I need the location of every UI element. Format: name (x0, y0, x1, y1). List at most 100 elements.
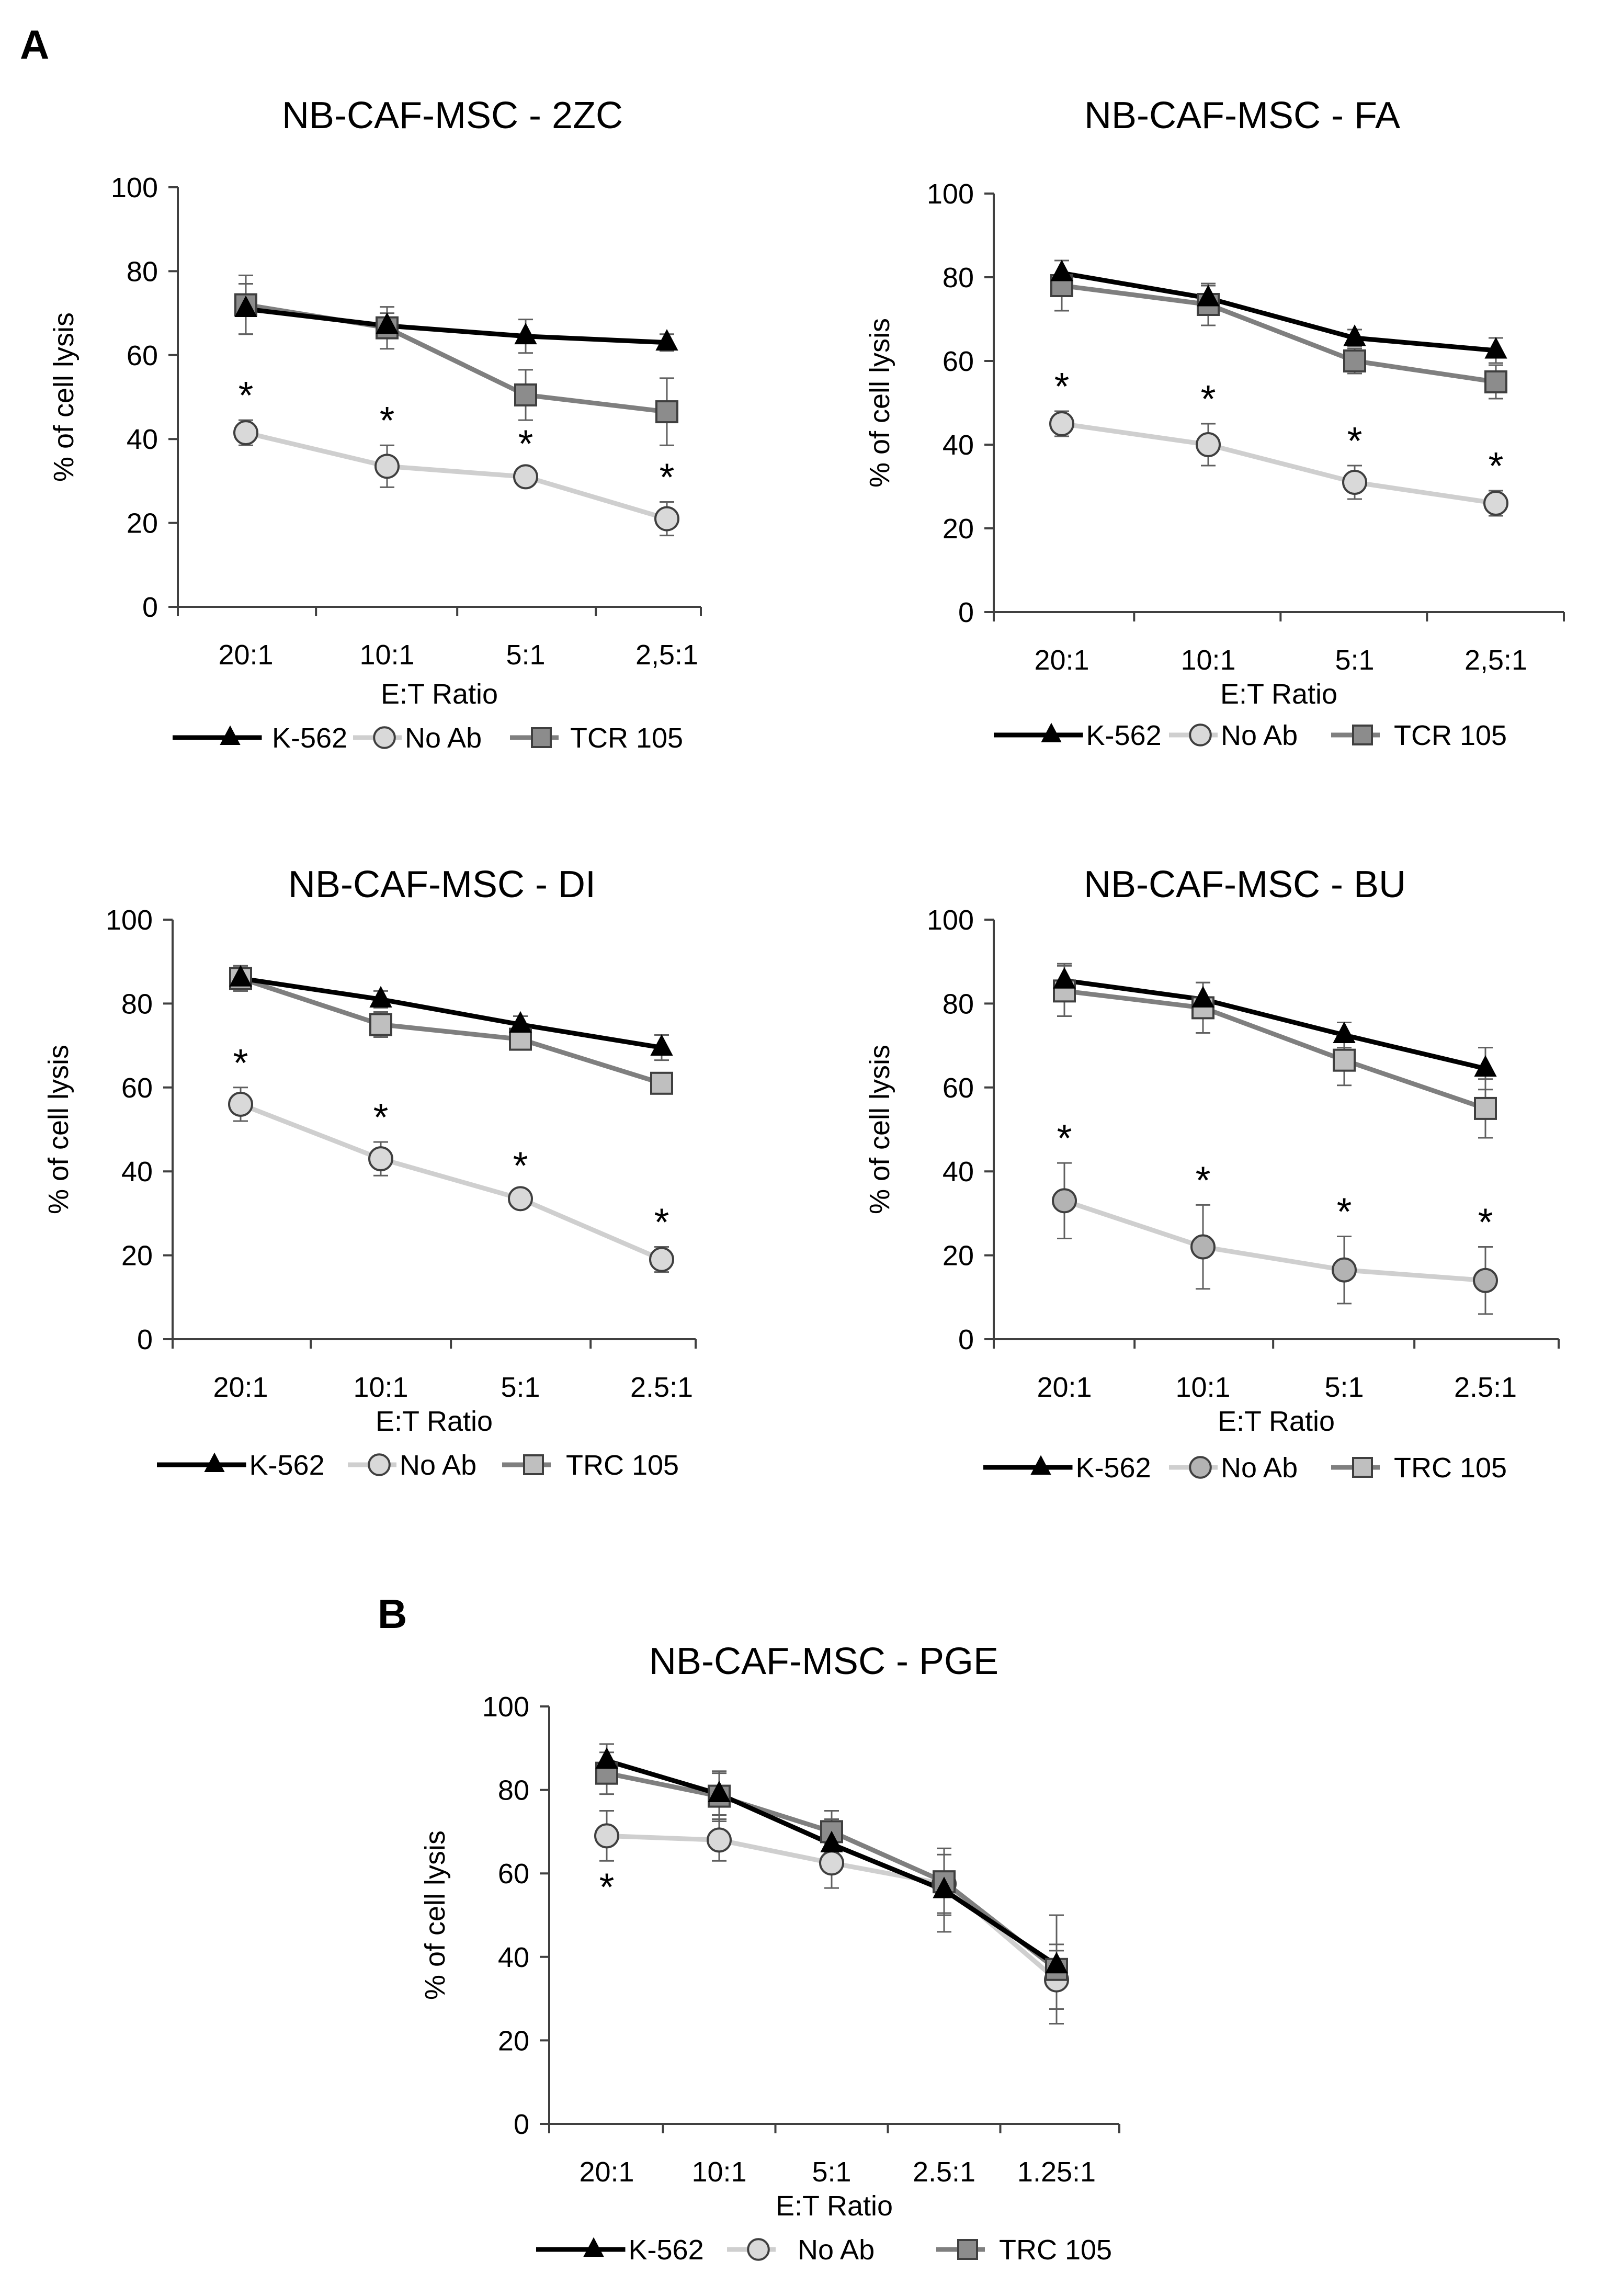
data-point-no-ab (1196, 432, 1221, 457)
series-line-trc-105 (240, 976, 663, 1086)
y-tick-label: 60 (127, 340, 158, 371)
legend-swatch-marker (368, 1453, 391, 1476)
data-point-k-562 (1191, 986, 1214, 1008)
y-tick-label: 80 (121, 988, 153, 1020)
data-point-tcr-105 (1343, 349, 1366, 372)
chart-title: NB-CAF-MSC - DI (288, 864, 596, 906)
data-point-k-562 (1050, 259, 1073, 281)
x-tick-label: 10:1 (1175, 1372, 1230, 1403)
legend-label: No Ab (400, 1450, 476, 1481)
series-line-no-ab (240, 1102, 663, 1262)
y-axis-label: % of cell lysis (864, 1045, 895, 1214)
y-tick-label: 0 (137, 1324, 153, 1355)
significance-star: * (1347, 419, 1363, 462)
chart-title: NB-CAF-MSC - 2ZC (282, 95, 623, 137)
significance-star: * (1196, 1158, 1211, 1202)
series-line-no-ab (1063, 1198, 1486, 1283)
series-line-tcr-105 (245, 302, 667, 414)
x-axis-label: E:T Ratio (1220, 678, 1337, 710)
y-tick-label: 60 (121, 1072, 153, 1104)
data-point-no-ab (1052, 1188, 1077, 1214)
legend-label: TCR 105 (1394, 720, 1507, 751)
x-axis-label: E:T Ratio (376, 1406, 493, 1437)
y-tick-label: 0 (958, 1324, 974, 1355)
data-point-no-ab (1342, 470, 1367, 495)
x-tick-label: 5:1 (506, 639, 545, 671)
legend-swatch-marker (583, 2237, 604, 2257)
legend: K-562 No Ab TCR 105 (994, 720, 1507, 751)
data-point-k-562 (376, 312, 399, 334)
chart-title: NB-CAF-MSC - PGE (649, 1641, 998, 1682)
data-point-no-ab (594, 1823, 619, 1849)
data-point-no-ab (1483, 491, 1508, 516)
y-tick-label: 40 (498, 1942, 529, 1973)
data-point-k-562 (1474, 1055, 1497, 1077)
x-tick-label: 10:1 (1180, 644, 1235, 676)
significance-star: * (373, 1095, 389, 1139)
data-point-trc-105 (1474, 1096, 1497, 1120)
x-tick-label: 20:1 (213, 1372, 268, 1403)
x-tick-label: 5:1 (812, 2156, 851, 2188)
data-point-tcr-105 (514, 383, 537, 406)
data-point-k-562 (514, 323, 537, 345)
data-point-no-ab (649, 1247, 674, 1272)
y-tick-label: 0 (958, 597, 974, 628)
significance-star: * (1054, 365, 1070, 408)
data-point-k-562 (229, 965, 252, 987)
y-axis-label: % of cell lysis (864, 318, 895, 488)
y-tick-label: 20 (943, 513, 974, 545)
y-tick-label: 0 (142, 592, 158, 623)
x-tick-label: 2.5:1 (913, 2156, 975, 2188)
series-line-trc-105 (1064, 988, 1486, 1111)
y-tick-label: 60 (498, 1858, 529, 1890)
data-point-k-562 (655, 329, 678, 351)
y-axis-label: % of cell lysis (43, 1045, 74, 1214)
data-point-no-ab (228, 1091, 253, 1117)
data-point-tcr-105 (655, 400, 678, 424)
y-tick-label: 20 (498, 2025, 529, 2056)
x-tick-label: 10:1 (353, 1372, 408, 1403)
significance-star: * (239, 374, 254, 417)
x-tick-label: 10:1 (359, 639, 414, 671)
x-tick-label: 5:1 (1324, 1372, 1364, 1403)
x-tick-label: 5:1 (1335, 644, 1374, 676)
y-tick-label: 40 (127, 424, 158, 455)
significance-star: * (518, 422, 533, 465)
chart-1: NB-CAF-MSC - 2ZC 0 20 40 60 80 100 20:1 10:1 5:1 2… (48, 95, 702, 754)
y-tick-label: 20 (121, 1240, 153, 1272)
data-point-tcr-105 (1484, 370, 1507, 393)
y-tick-label: 100 (482, 1691, 529, 1723)
series-line-k-562 (240, 976, 662, 1050)
x-tick-label: 2,5:1 (1465, 644, 1527, 676)
data-point-k-562 (1484, 337, 1507, 359)
significance-star: * (1478, 1201, 1493, 1244)
data-point-no-ab (368, 1146, 393, 1172)
series-line-no-ab (1061, 421, 1496, 506)
x-tick-label: 2.5:1 (1454, 1372, 1517, 1403)
y-tick-label: 100 (927, 904, 974, 936)
significance-star: * (654, 1201, 669, 1244)
chart-4: NB-CAF-MSC - BU 0 20 40 60 80 100 20:1 10:1 5:1 2.… (864, 864, 1560, 1484)
y-tick-label: 100 (106, 904, 153, 936)
legend-label: No Ab (405, 722, 482, 754)
significance-star: * (1489, 444, 1504, 488)
data-point-no-ab (508, 1186, 533, 1212)
x-axis-label: E:T Ratio (776, 2190, 893, 2222)
significance-star: * (599, 1865, 615, 1908)
panel-label-b: B (378, 1591, 407, 1637)
significance-star: * (1201, 377, 1216, 421)
legend-label: K-562 (272, 722, 347, 754)
chart-title: NB-CAF-MSC - BU (1084, 864, 1406, 906)
data-point-k-562 (933, 1876, 956, 1898)
chart-2: NB-CAF-MSC - FA 0 20 40 60 80 100 20:1 10:1 5:1 2,… (864, 95, 1565, 751)
data-point-no-ab (233, 420, 258, 446)
y-tick-label: 40 (943, 1156, 974, 1187)
legend-swatch-marker (1352, 725, 1373, 745)
y-tick-label: 100 (927, 178, 974, 210)
chart-5: NB-CAF-MSC - PGE 0 20 40 60 80 100 20:1 10:1 5:1 2… (419, 1641, 1120, 2266)
legend: K-562 No Ab TCR 105 (173, 722, 683, 754)
data-point-no-ab (654, 506, 679, 531)
legend-label: TRC 105 (999, 2234, 1112, 2266)
y-tick-label: 80 (943, 988, 974, 1020)
chart-title: NB-CAF-MSC - FA (1084, 95, 1400, 137)
